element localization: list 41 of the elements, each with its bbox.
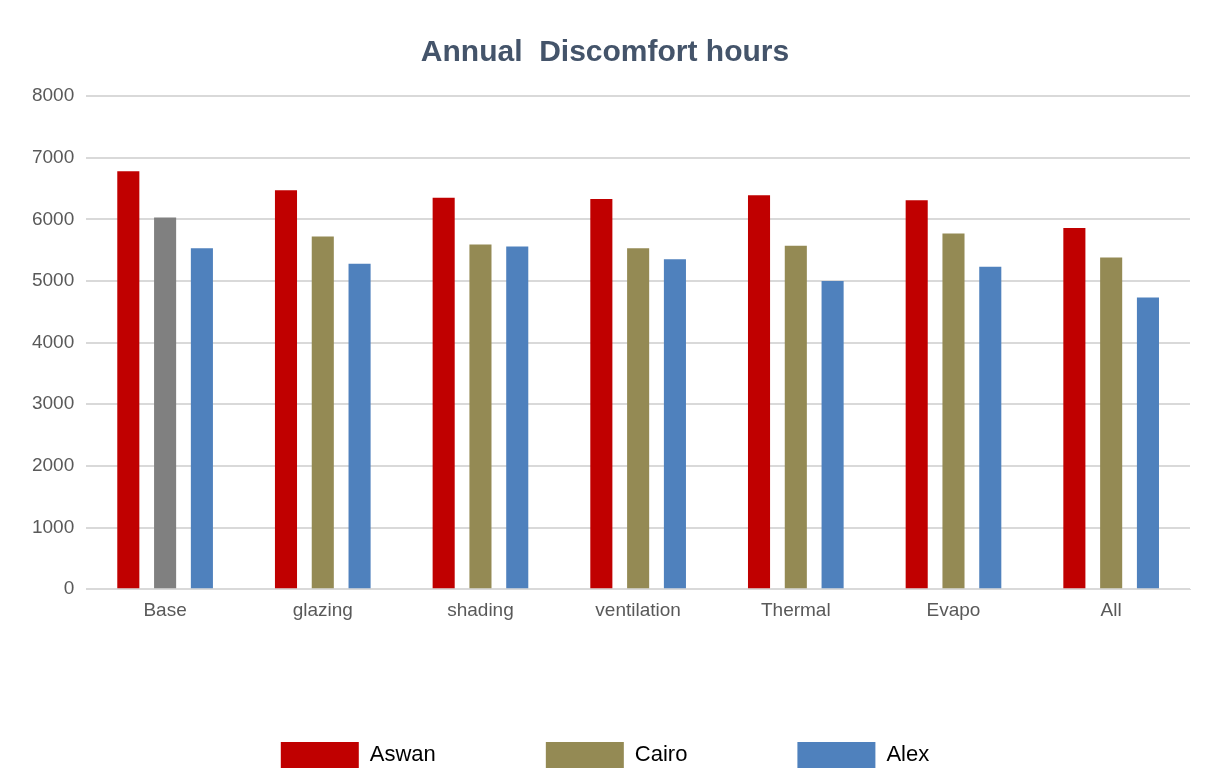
x-tick-label: ventilation <box>595 598 681 620</box>
bar <box>1063 227 1086 589</box>
bar <box>311 236 334 589</box>
bar <box>747 195 771 589</box>
y-tick-label: 6000 <box>31 207 75 229</box>
y-tick-label: 4000 <box>31 330 75 352</box>
bar <box>274 190 298 589</box>
bar <box>190 248 213 589</box>
y-tick-label: 2000 <box>31 454 75 476</box>
legend-label: Aswan <box>369 741 436 767</box>
legend-label: Alex <box>886 741 930 767</box>
x-tick-label: shading <box>447 598 514 620</box>
bar <box>348 263 371 589</box>
x-tick-label: Thermal <box>760 598 831 620</box>
bar <box>821 280 844 589</box>
bar <box>154 217 177 589</box>
legend-label: Cairo <box>634 741 688 767</box>
y-tick-label: 5000 <box>31 269 75 291</box>
y-tick-label: 7000 <box>31 145 75 167</box>
y-tick-label: 8000 <box>31 84 75 106</box>
bar <box>905 200 928 589</box>
y-tick-label: 0 <box>63 577 75 599</box>
x-tick-label: All <box>1100 598 1122 620</box>
bar <box>942 233 965 589</box>
chart-title: Annual Discomfort hours <box>420 34 790 68</box>
x-tick-label: Base <box>143 598 187 620</box>
bar <box>1100 257 1123 589</box>
bar <box>432 197 455 589</box>
y-tick-label: 3000 <box>31 392 75 414</box>
bar <box>627 248 650 589</box>
bar <box>663 259 686 589</box>
y-tick-label: 1000 <box>31 515 75 537</box>
x-tick-label: Evapo <box>926 598 981 620</box>
bar <box>784 245 807 589</box>
x-tick-label: glazing <box>292 598 353 620</box>
bar <box>506 246 529 589</box>
bar <box>117 171 140 589</box>
bar <box>590 198 613 589</box>
bar <box>1136 297 1159 589</box>
bar <box>979 266 1002 589</box>
bar <box>469 244 492 589</box>
